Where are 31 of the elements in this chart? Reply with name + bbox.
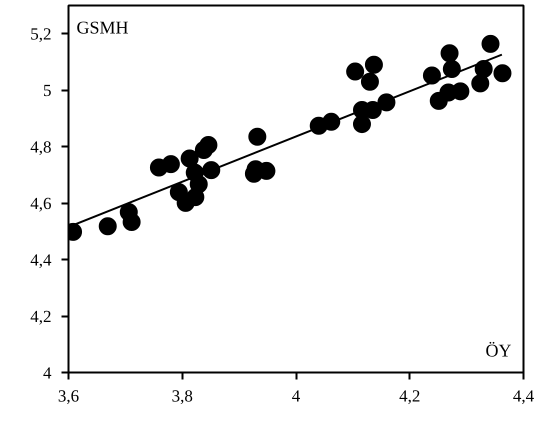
point [98,217,117,236]
x-tick-label: 4 [292,386,301,406]
y-axis-title: GSMH [76,18,129,38]
point [471,74,490,92]
point [440,44,459,62]
x-tick-label: 3,8 [172,386,193,406]
y-tick-label: 4,2 [30,307,52,326]
x-tick-label: 3,6 [58,386,80,406]
point [180,150,199,168]
point [482,34,500,53]
x-tick-label: 4,4 [512,386,535,406]
point [199,136,218,154]
point [190,175,208,194]
point [346,62,364,81]
point [422,66,441,84]
y-tick-label: 4,8 [30,138,52,157]
point [248,128,266,146]
point [493,64,512,82]
x-axis-title: ÖY [486,340,512,360]
y-tick-label: 4,6 [30,194,52,214]
y-tick-label: 5 [43,81,52,100]
x-tick-label: 4,2 [399,386,420,406]
point [162,155,180,174]
point [360,72,379,91]
y-tick-label: 4,4 [30,250,52,270]
point [122,213,141,232]
point [352,115,371,134]
y-tick-label: 5,2 [30,24,52,44]
point [474,60,493,78]
y-tick-label: 4 [43,364,52,382]
point [364,56,383,74]
